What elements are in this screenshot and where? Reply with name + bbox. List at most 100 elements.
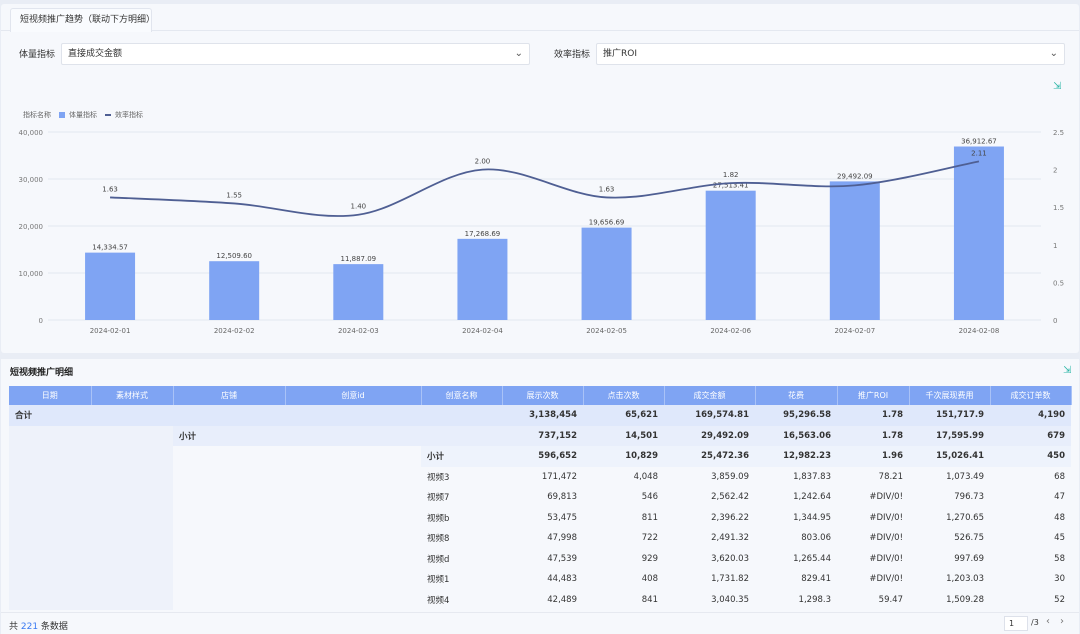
export-icon[interactable]: ⇲ <box>1053 81 1062 92</box>
table-cell: 16,563.06 <box>755 425 837 446</box>
bar <box>581 227 632 320</box>
export-icon[interactable]: ⇲ <box>1063 365 1072 376</box>
bar-data-label: 36,912.67 <box>961 138 997 146</box>
column-header[interactable]: 创意id <box>285 386 422 405</box>
creative-name-cell: 视频7 <box>427 493 450 504</box>
table-cell: 2,491.32 <box>711 533 749 544</box>
page-number-input[interactable]: 1 <box>1004 616 1028 631</box>
y-left-tick-label: 20,000 <box>19 223 44 231</box>
table-cell: 59.47 <box>878 594 903 605</box>
legend-line-label[interactable]: 效率指标 <box>115 111 143 119</box>
table-cell: 450 <box>990 446 1071 467</box>
x-tick-label: 2024-02-02 <box>214 327 255 335</box>
efficiency-metric-value: 推广ROI <box>603 49 637 59</box>
table-cell: 44,483 <box>547 574 577 585</box>
table-cell: 2,562.42 <box>711 492 749 503</box>
table-cell: 2,396.22 <box>711 512 749 523</box>
table-row[interactable]: 视频d 47,539 929 3,620.03 1,265.44 #DIV/0! 997.6… <box>9 548 1071 569</box>
table-cell: 1,298.3 <box>798 594 831 605</box>
column-header[interactable]: 创意名称 <box>421 386 503 405</box>
column-header[interactable]: 点击次数 <box>583 386 665 405</box>
table-row[interactable]: 视频3 171,472 4,048 3,859.09 1,837.83 78.21 1,07… <box>9 466 1071 487</box>
creative-name-cell: 视频d <box>427 554 450 565</box>
creative-name-cell: 视频4 <box>427 595 450 606</box>
column-header[interactable]: 成交金额 <box>664 386 756 405</box>
y-right-tick-label: 1.5 <box>1053 204 1064 212</box>
line-data-label: 1.82 <box>723 171 739 179</box>
column-header[interactable]: 素材样式 <box>91 386 174 405</box>
x-tick-label: 2024-02-08 <box>959 327 1000 335</box>
table-row[interactable]: 视频b 53,475 811 2,396.22 1,344.95 #DIV/0! 1,270… <box>9 507 1071 528</box>
column-header[interactable]: 店铺 <box>173 386 286 405</box>
x-tick-label: 2024-02-04 <box>462 327 503 335</box>
table-cell: 42,489 <box>547 594 577 605</box>
bar <box>85 252 136 320</box>
table-cell: 811 <box>641 512 658 523</box>
next-page-icon[interactable]: › <box>1060 616 1064 627</box>
table-header-row: 日期 素材样式 店铺 创意id 创意名称 展示次数 点击次数 成交金额 花费 推… <box>9 386 1072 405</box>
y-left-tick-label: 0 <box>39 317 43 325</box>
table-cell: #DIV/0! <box>869 492 903 503</box>
table-cell: 78.21 <box>878 471 903 482</box>
column-header[interactable]: 千次展现费用 <box>909 386 991 405</box>
total-row[interactable]: 合计 3,138,454 65,621 169,574.81 95,296.58… <box>9 405 1071 426</box>
prev-page-icon[interactable]: ‹ <box>1046 616 1050 627</box>
table-cell: 17,595.99 <box>909 425 990 446</box>
x-tick-label: 2024-02-05 <box>586 327 627 335</box>
subtotal-label: 小计 <box>421 446 502 467</box>
table-cell: 1,265.44 <box>793 553 831 564</box>
tab-trend[interactable]: 短视频推广趋势（联动下方明细） <box>10 8 155 32</box>
column-header[interactable]: 日期 <box>9 386 92 405</box>
table-cell: 53,475 <box>547 512 577 523</box>
legend-bar-label[interactable]: 体量指标 <box>69 111 97 119</box>
trend-chart: 0 10,000 20,000 30,000 40,000 0 0.5 1 1.5 2 2.5 14,… <box>19 129 1065 335</box>
table-cell: 15,026.41 <box>909 446 990 467</box>
creative-name-cell: 视频b <box>427 513 450 524</box>
table-cell: 65,621 <box>583 405 664 426</box>
table-cell: 997.69 <box>954 553 984 564</box>
y-left-tick-label: 30,000 <box>19 176 44 184</box>
column-header[interactable]: 花费 <box>755 386 838 405</box>
table-row[interactable]: 视频1 44,483 408 1,731.82 829.41 #DIV/0! 1,203.0… <box>9 569 1071 590</box>
chart-legend: 指标名称 体量指标 效率指标 <box>23 110 143 120</box>
table-cell: 1,509.28 <box>946 594 984 605</box>
table-row[interactable]: 视频8 47,998 722 2,491.32 803.06 #DIV/0! 526.75 4… <box>9 528 1071 549</box>
table-row[interactable]: 视频7 69,813 546 2,562.42 1,242.64 #DIV/0! 796.7… <box>9 487 1071 508</box>
table-cell: 47 <box>1054 492 1065 503</box>
volume-metric-label: 体量指标 <box>19 50 56 60</box>
table-cell: 722 <box>641 533 658 544</box>
table-cell: 1,837.83 <box>793 471 831 482</box>
detail-panel: 短视频推广明细 ⇲ 日期 素材样式 店铺 创意id 创意名称 展示次数 点击次数… <box>1 359 1079 634</box>
subtotal-row[interactable]: 小计 596,652 10,829 25,472.36 12,982.23 1.… <box>9 446 1071 467</box>
total-pages: /3 <box>1031 618 1039 627</box>
table-cell: 151,717.9 <box>909 405 990 426</box>
table-cell: 47,998 <box>547 533 577 544</box>
creative-name-cell: 视频1 <box>427 575 450 586</box>
volume-metric-select[interactable]: 直接成交金额 ⌄ <box>61 43 530 65</box>
column-header[interactable]: 推广ROI <box>837 386 910 405</box>
table-cell: 829.41 <box>801 574 831 585</box>
bar-data-label: 12,509.60 <box>216 252 252 260</box>
line-series <box>110 160 980 217</box>
table-cell: 1,203.03 <box>946 574 984 585</box>
table-cell: 796.73 <box>954 492 984 503</box>
table-cell: 526.75 <box>954 533 984 544</box>
table-cell: 4,190 <box>990 405 1071 426</box>
table-cell: 3,040.35 <box>711 594 749 605</box>
table-cell: 803.06 <box>801 533 831 544</box>
table-cell: 679 <box>990 425 1071 446</box>
table-cell: 10,829 <box>583 446 664 467</box>
table-row[interactable]: 视频4 42,489 841 3,040.35 1,298.3 59.47 1,509.28… <box>9 589 1071 610</box>
table-cell: 169,574.81 <box>664 405 755 426</box>
table-cell: 30 <box>1054 574 1065 585</box>
column-header[interactable]: 展示次数 <box>502 386 584 405</box>
column-header[interactable]: 成交订单数 <box>990 386 1072 405</box>
table-cell: #DIV/0! <box>869 553 903 564</box>
efficiency-metric-select[interactable]: 推广ROI ⌄ <box>596 43 1065 65</box>
subtotal-row[interactable]: 小计 737,152 14,501 29,492.09 16,563.06 1.… <box>9 425 1071 446</box>
table-cell: 47,539 <box>547 553 577 564</box>
bar-data-label: 14,334.57 <box>92 244 128 252</box>
table-cell: 58 <box>1054 553 1065 564</box>
legend-line-swatch <box>105 114 111 116</box>
table-cell: 737,152 <box>502 425 583 446</box>
